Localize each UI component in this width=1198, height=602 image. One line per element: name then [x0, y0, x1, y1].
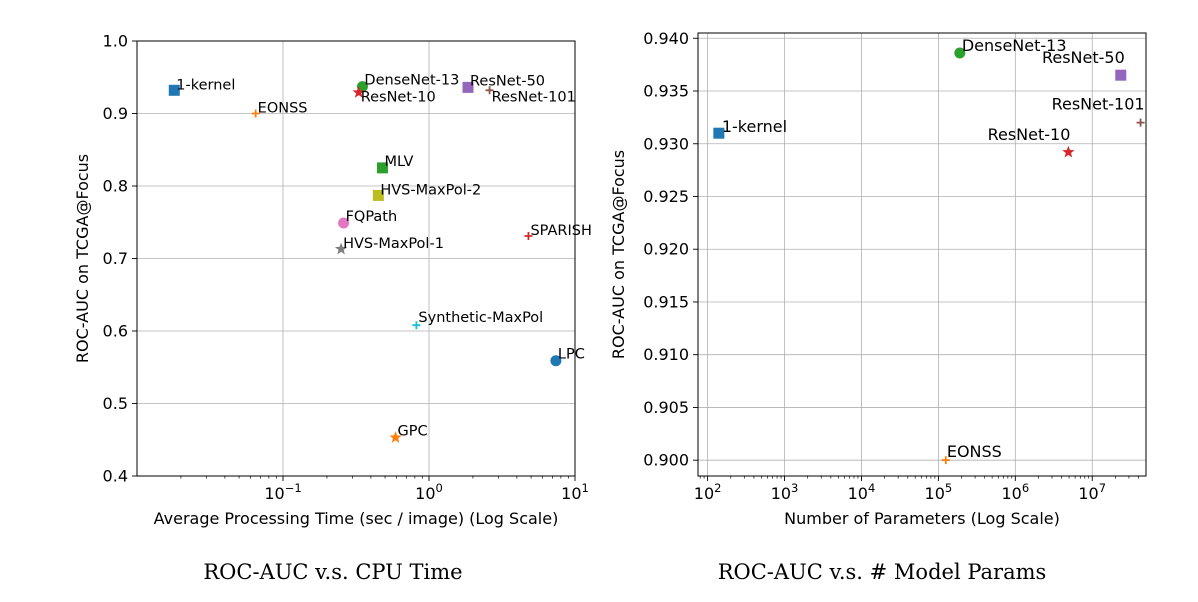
data-point	[334, 242, 348, 255]
data-point	[251, 109, 260, 118]
x-tick-label: 104	[848, 481, 876, 503]
data-point-label: FQPath	[346, 209, 398, 225]
x-tick-label: 102	[694, 481, 722, 503]
y-tick-label: 0.910	[643, 345, 689, 364]
data-point-label: Synthetic-MaxPol	[418, 310, 543, 326]
data-point	[352, 85, 365, 98]
data-point-label: ResNet-101	[492, 89, 576, 105]
data-point	[713, 127, 725, 139]
data-point-label: EONSS	[947, 442, 1002, 461]
y-tick-label: 0.930	[643, 134, 689, 153]
x-tick-label: 103	[771, 481, 799, 503]
x-axis-label: Number of Parameters (Log Scale)	[784, 509, 1060, 528]
y-tick-label: 0.9	[103, 104, 128, 123]
data-point-label: DenseNet-13	[962, 36, 1067, 55]
data-point	[550, 355, 562, 367]
data-point	[1115, 69, 1127, 81]
x-axis-label: Average Processing Time (sec / image) (L…	[154, 509, 559, 528]
y-tick-label: 0.920	[643, 240, 689, 259]
y-tick-label: 0.4	[103, 467, 128, 486]
data-point-label: ResNet-50	[1042, 48, 1125, 67]
data-point-label: GPC	[398, 424, 428, 440]
y-tick-label: 0.5	[103, 394, 128, 413]
plot-frame	[697, 32, 1147, 477]
data-point-label: SPARISH	[530, 223, 591, 239]
figure-caption: ROC-AUC v.s. # Model Params	[718, 560, 1047, 584]
data-point	[1062, 145, 1075, 158]
y-tick-label: 1.0	[103, 32, 128, 51]
y-axis-label: ROC-AUC on TCGA@Focus	[73, 154, 92, 363]
y-tick-label: 0.8	[103, 177, 128, 196]
data-point	[372, 189, 384, 201]
chart-1: 10−1 100 101 0.4 0.5 0.6 0.7 0.8 0.9 1.0 1-kernel E…	[73, 32, 592, 585]
data-point	[524, 232, 533, 241]
y-tick-label: 0.925	[643, 187, 689, 206]
y-tick-label: 0.6	[103, 322, 128, 341]
y-tick-label: 0.915	[643, 292, 689, 311]
data-point	[376, 162, 388, 174]
y-tick-label: 0.7	[103, 249, 128, 268]
data-point	[941, 456, 950, 465]
y-tick-label: 0.940	[643, 29, 689, 48]
data-point-label: 1-kernel	[176, 77, 235, 93]
x-tick-label: 107	[1078, 481, 1106, 503]
data-point	[462, 81, 474, 93]
data-point-label: MLV	[384, 154, 413, 170]
data-point-label: HVS-MaxPol-1	[343, 236, 444, 252]
data-point-label: ResNet-10	[988, 125, 1071, 144]
data-point-label: EONSS	[258, 101, 308, 117]
figure-caption: ROC-AUC v.s. CPU Time	[203, 560, 462, 584]
x-tick-label: 105	[925, 481, 953, 503]
data-point-label: DenseNet-13	[364, 73, 459, 89]
data-point	[954, 47, 966, 59]
x-tick-label: 100	[415, 481, 443, 503]
data-point-label: LPC	[558, 347, 585, 363]
data-point	[338, 217, 350, 229]
data-point	[412, 321, 421, 330]
x-tick-label: 106	[1001, 481, 1029, 503]
x-tick-label: 101	[561, 481, 589, 503]
data-point-label: 1-kernel	[722, 117, 787, 136]
y-tick-label: 0.900	[643, 451, 689, 470]
plot-frame	[136, 40, 576, 477]
data-point-label: HVS-MaxPol-2	[380, 182, 481, 198]
chart-2: 102 103 104 105 106 107 0.900 0.905 0.910 0.915 0.…	[609, 29, 1147, 584]
data-point-label: ResNet-10	[361, 89, 436, 105]
data-point	[389, 431, 402, 443]
y-tick-label: 0.905	[643, 398, 689, 417]
data-point	[485, 86, 494, 95]
data-point-label: ResNet-101	[1052, 95, 1145, 114]
x-tick-label: 10−1	[264, 481, 301, 503]
y-axis-label: ROC-AUC on TCGA@Focus	[609, 150, 628, 359]
data-point	[1136, 118, 1145, 127]
y-tick-label: 0.935	[643, 82, 689, 101]
data-point-label: ResNet-50	[470, 73, 545, 89]
data-point	[168, 84, 180, 96]
